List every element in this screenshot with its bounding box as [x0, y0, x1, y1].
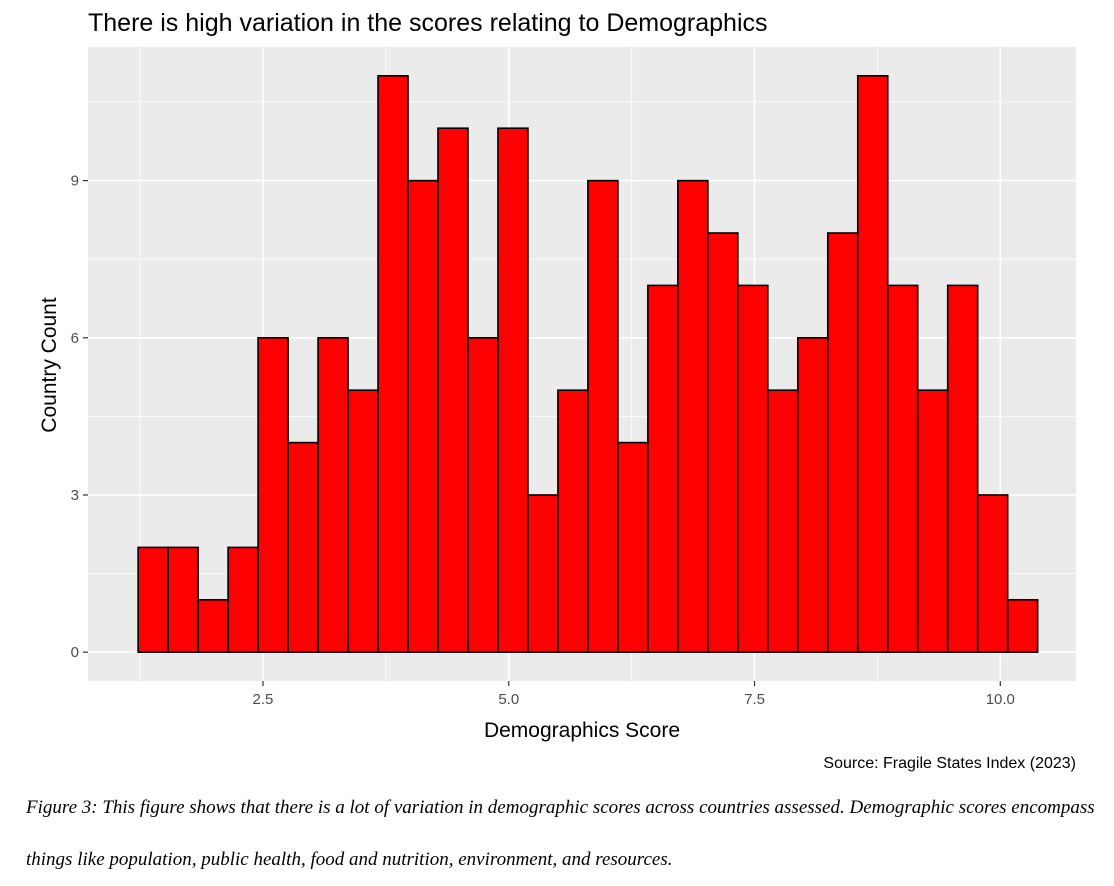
histogram-bar: [557, 389, 589, 653]
y-tick-label: 6: [71, 330, 79, 347]
y-axis-title: Country Count: [38, 297, 61, 433]
histogram-bar: [617, 441, 649, 653]
x-axis: 2.5 5.0 7.5 10.0: [253, 681, 1015, 708]
x-tick-label: 5.0: [498, 691, 519, 708]
histogram-bar: [647, 284, 679, 653]
histogram-bar: [437, 127, 469, 653]
histogram-bar: [826, 232, 859, 653]
y-tick-label: 3: [71, 487, 79, 504]
histogram-bar: [257, 337, 289, 653]
histogram-bar: [856, 75, 889, 653]
histogram-bar: [916, 389, 949, 653]
x-tick-label: 7.5: [744, 691, 765, 708]
bars-group: [137, 75, 1039, 653]
y-tick-label: 9: [71, 173, 79, 190]
histogram-bar: [946, 284, 979, 653]
histogram-bar: [137, 546, 169, 653]
histogram-bar: [737, 284, 769, 653]
chart-title: There is high variation in the scores re…: [88, 9, 768, 37]
histogram-bar: [796, 337, 829, 653]
x-tick-label: 2.5: [253, 691, 274, 708]
x-axis-title: Demographics Score: [484, 719, 680, 742]
y-axis: 0 3 6 9: [71, 173, 88, 661]
figure-caption: Figure 3: This figure shows that there i…: [26, 797, 1095, 870]
histogram-bar: [227, 546, 259, 653]
source-note: Source: Fragile States Index (2023): [823, 755, 1076, 772]
histogram-bar: [467, 337, 499, 653]
histogram-bar: [886, 284, 919, 653]
histogram-bar: [587, 179, 619, 653]
x-tick-label: 10.0: [986, 691, 1015, 708]
histogram-bar: [1006, 598, 1039, 653]
histogram-bar: [976, 494, 1009, 653]
histogram-bar: [527, 494, 559, 653]
histogram-bar: [287, 441, 319, 653]
histogram-bar: [767, 389, 799, 653]
histogram-bar: [707, 232, 739, 653]
histogram-bar: [677, 179, 709, 653]
histogram-bar: [317, 337, 349, 653]
histogram-bar: [497, 127, 529, 653]
histogram-bar: [407, 179, 439, 653]
histogram-bar: [377, 75, 409, 653]
histogram-bar: [347, 389, 379, 653]
y-tick-label: 0: [71, 644, 79, 661]
histogram-chart: There is high variation in the scores re…: [38, 9, 1076, 772]
histogram-bar: [197, 598, 229, 653]
histogram-bar: [167, 546, 199, 653]
